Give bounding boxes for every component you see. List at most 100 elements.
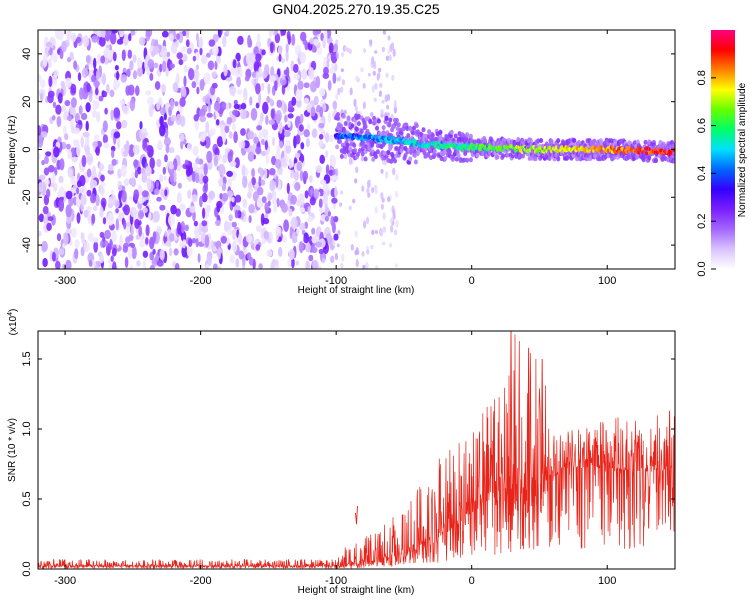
noise-cell <box>264 140 268 151</box>
signal-cell <box>391 153 396 159</box>
noise-cell <box>305 260 310 269</box>
noise-cell <box>116 121 122 130</box>
noise-cell <box>369 39 373 47</box>
noise-cell <box>381 46 385 53</box>
noise-cell <box>275 231 279 241</box>
noise-cell <box>226 221 233 229</box>
signal-cell <box>394 146 399 152</box>
signal-cell <box>449 129 454 135</box>
noise-cell <box>311 128 318 139</box>
noise-cell <box>47 165 55 173</box>
noise-cell <box>211 71 217 78</box>
noise-cell <box>107 203 114 209</box>
noise-cell <box>93 80 100 87</box>
noise-cell <box>203 72 211 85</box>
spectrogram-x-ticks: -300 -200 -100 0 100 <box>54 30 616 287</box>
noise-cell <box>47 94 54 104</box>
noise-cell <box>312 30 319 36</box>
noise-cell <box>142 250 149 258</box>
noise-cell <box>40 131 48 138</box>
noise-cell <box>149 264 155 269</box>
noise-cell <box>335 168 339 177</box>
noise-cell <box>371 187 375 194</box>
noise-cell <box>392 208 396 215</box>
signal-cell <box>368 118 373 124</box>
noise-cell <box>195 238 199 248</box>
signal-cell <box>352 142 357 148</box>
noise-cell <box>184 159 189 166</box>
noise-cell <box>123 219 127 230</box>
noise-cell <box>82 131 90 138</box>
noise-cell <box>191 194 198 203</box>
noise-cell <box>131 246 137 260</box>
noise-cell <box>318 265 322 269</box>
noise-cell <box>92 165 96 177</box>
noise-cell <box>378 67 382 73</box>
noise-cell <box>385 55 389 61</box>
noise-cell <box>371 229 375 236</box>
signal-cell <box>405 126 410 131</box>
noise-cell <box>281 203 288 213</box>
noise-cell <box>141 190 149 198</box>
noise-cell <box>269 98 274 106</box>
noise-cell <box>281 73 286 81</box>
noise-cell <box>258 131 263 140</box>
spectrogram-marks <box>38 30 675 269</box>
noise-cell <box>343 152 347 160</box>
noise-cell <box>199 79 205 91</box>
noise-cell <box>303 97 310 104</box>
noise-cell <box>100 174 105 182</box>
noise-cell <box>185 30 190 39</box>
noise-cell <box>111 30 119 34</box>
noise-cell <box>217 30 222 38</box>
noise-cell <box>198 36 204 49</box>
noise-cell <box>298 124 304 132</box>
noise-cell <box>382 226 386 233</box>
noise-cell <box>318 122 325 129</box>
noise-cell <box>175 72 180 85</box>
noise-cell <box>261 196 267 204</box>
noise-cell <box>269 179 276 192</box>
noise-cell <box>95 69 101 80</box>
signal-cell <box>338 123 343 129</box>
noise-cell <box>212 44 219 56</box>
noise-cell <box>168 162 174 170</box>
noise-cell <box>181 244 188 258</box>
noise-cell <box>58 248 65 256</box>
noise-cell <box>372 70 376 76</box>
signal-cell <box>453 133 458 139</box>
noise-cell <box>116 137 121 150</box>
noise-cell <box>255 225 262 233</box>
noise-cell <box>111 158 117 166</box>
noise-cell <box>322 72 330 79</box>
noise-cell <box>100 181 106 188</box>
noise-cell <box>110 145 116 152</box>
noise-cell <box>392 167 396 176</box>
noise-cell <box>241 164 246 177</box>
signal-cell <box>387 122 392 128</box>
noise-cell <box>152 248 156 255</box>
noise-cell <box>247 130 255 140</box>
noise-cell <box>339 115 343 125</box>
noise-cell <box>51 172 56 184</box>
noise-cell <box>159 107 166 116</box>
noise-cell <box>185 39 190 48</box>
noise-cell <box>370 112 374 117</box>
noise-cell <box>259 167 264 179</box>
noise-cell <box>237 35 244 46</box>
noise-cell <box>248 204 255 214</box>
noise-cell <box>392 48 396 57</box>
noise-cell <box>285 49 289 62</box>
noise-cell <box>55 104 62 115</box>
signal-cell <box>412 125 416 131</box>
noise-cell <box>201 192 208 203</box>
noise-cell <box>374 82 378 90</box>
noise-cell <box>80 193 87 206</box>
snr-frame <box>37 330 676 570</box>
noise-cell <box>129 98 136 111</box>
noise-cell <box>215 240 222 250</box>
noise-cell <box>127 246 133 260</box>
noise-cell <box>152 45 160 55</box>
noise-cell <box>138 225 143 237</box>
noise-cell <box>155 180 159 189</box>
